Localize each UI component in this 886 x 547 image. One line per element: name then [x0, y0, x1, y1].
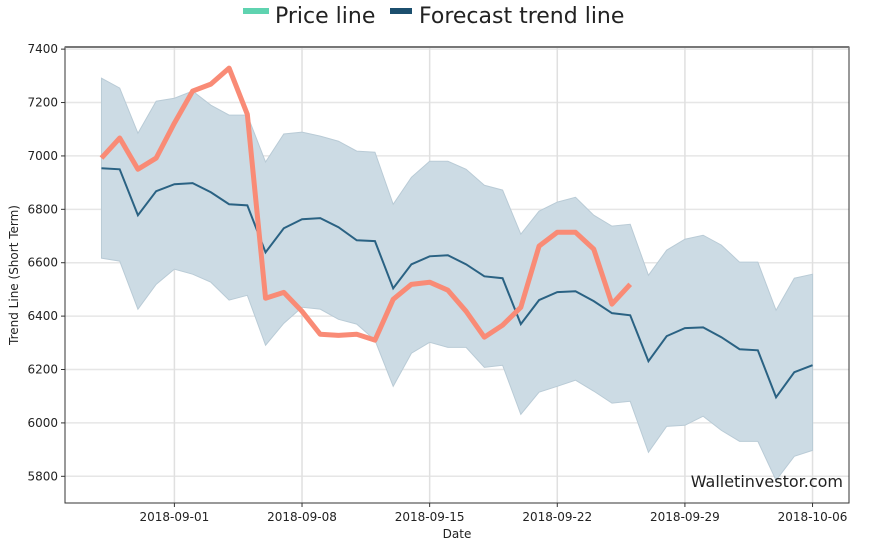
x-axis: 2018-09-01 2018-09-08 2018-09-15 2018-09-22…: [140, 503, 848, 524]
legend: Price line Forecast trend line: [243, 4, 624, 29]
x-tick-label: 2018-09-15: [395, 510, 465, 524]
legend-label-price: Price line: [275, 4, 375, 29]
forecast-trend-line: [101, 167, 813, 400]
y-tick-label: 7000: [27, 149, 58, 163]
x-tick-label: 2018-09-08: [267, 510, 337, 524]
x-tick-label: 2018-09-29: [650, 510, 720, 524]
x-axis-label: Date: [443, 527, 472, 541]
legend-label-forecast: Forecast trend line: [419, 4, 624, 29]
confidence-band: [100, 77, 814, 482]
y-axis: 5800 6000 6200 6400 6600 6800 7000 7200 7400: [27, 42, 65, 483]
x-tick-label: 2018-09-22: [522, 510, 592, 524]
y-axis-label: Trend Line (Short Term): [7, 205, 21, 346]
y-tick-label: 6600: [27, 256, 58, 270]
y-tick-label: 7200: [27, 96, 58, 110]
legend-swatch-price: [243, 8, 269, 14]
x-tick-label: 2018-09-01: [140, 510, 210, 524]
x-tick-label: 2018-10-06: [778, 510, 848, 524]
y-tick-label: 6400: [27, 309, 58, 323]
legend-swatch-forecast: [390, 8, 412, 14]
y-tick-label: 7400: [27, 42, 58, 56]
watermark: Walletinvestor.com: [691, 472, 843, 491]
y-tick-label: 6800: [27, 202, 58, 216]
y-tick-label: 5800: [27, 469, 58, 483]
y-tick-label: 6000: [27, 416, 58, 430]
y-tick-label: 6200: [27, 363, 58, 377]
price-line: [99, 65, 633, 343]
